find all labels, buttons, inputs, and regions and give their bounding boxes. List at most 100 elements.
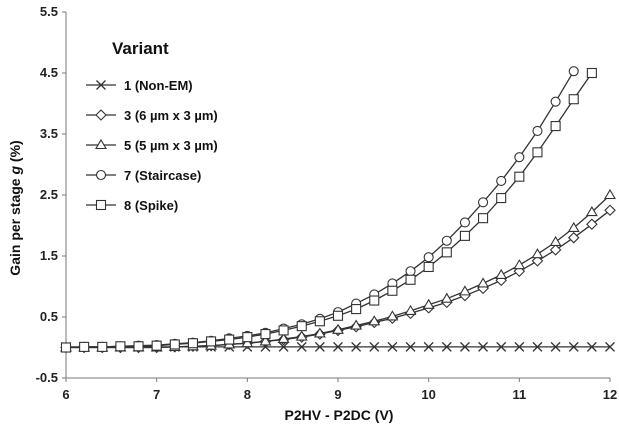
data-point	[405, 266, 416, 277]
data-point	[549, 235, 562, 247]
data-point	[351, 341, 362, 352]
data-point	[514, 152, 525, 163]
data-point	[224, 334, 235, 345]
data-point	[532, 147, 543, 158]
x-tick-label: 9	[334, 387, 341, 402]
data-point	[514, 341, 525, 352]
x-tick-label: 6	[62, 387, 69, 402]
x-tick-label: 7	[153, 387, 160, 402]
plot-area	[65, 12, 610, 379]
data-point	[242, 332, 253, 343]
data-point	[441, 247, 452, 258]
data-point	[278, 325, 289, 336]
legend-marker	[95, 138, 107, 150]
data-point	[441, 341, 452, 352]
y-tick-label: -0.5	[36, 370, 58, 385]
x-tick-label: 11	[512, 387, 526, 402]
data-point	[459, 217, 470, 228]
data-point	[585, 205, 598, 217]
data-point	[206, 336, 217, 347]
y-tick-label: 0.5	[40, 309, 58, 324]
legend-item: 8 (Spike)	[86, 198, 178, 213]
data-point	[586, 67, 597, 79]
data-point	[459, 230, 470, 241]
data-point	[333, 341, 343, 352]
data-point	[313, 327, 326, 338]
legend-item: 1 (Non-EM)	[86, 78, 193, 93]
data-point	[477, 277, 490, 288]
x-tick-label: 10	[421, 387, 435, 402]
data-point	[513, 259, 526, 270]
data-point	[478, 197, 489, 208]
series-3	[60, 188, 616, 352]
data-point	[586, 218, 598, 231]
data-point	[369, 341, 380, 352]
data-point	[151, 340, 162, 351]
data-point	[169, 339, 180, 350]
data-point	[441, 235, 452, 246]
data-point	[568, 341, 579, 352]
data-point	[387, 285, 398, 296]
data-point	[423, 261, 434, 273]
legend-marker	[95, 199, 107, 211]
data-point	[259, 335, 272, 346]
series-layer	[60, 66, 616, 354]
data-point	[549, 244, 562, 256]
x-axis-ticks: 6 7 8 9 10 11 12	[62, 378, 617, 402]
legend-label: 8 (Spike)	[124, 198, 178, 213]
y-tick-label: 4.5	[40, 65, 58, 80]
legend-item: 3 (6 µm x 3 µm)	[86, 108, 218, 123]
data-point	[478, 213, 489, 224]
data-point	[496, 193, 507, 204]
data-point	[60, 342, 72, 353]
series-5	[60, 67, 597, 353]
data-point	[350, 319, 363, 330]
data-point	[550, 96, 561, 107]
data-point	[495, 268, 508, 279]
data-point	[604, 204, 616, 217]
data-point	[241, 337, 254, 348]
data-point	[586, 341, 597, 352]
legend-marker	[95, 169, 107, 181]
legend-label: 3 (6 µm x 3 µm)	[124, 108, 218, 123]
x-tick-label: 8	[244, 387, 251, 402]
legend-label: 1 (Non-EM)	[124, 78, 193, 93]
data-point	[332, 310, 344, 321]
data-point	[278, 341, 289, 352]
legend-item: 7 (Staircase)	[86, 168, 201, 183]
legend-label: 7 (Staircase)	[124, 168, 201, 183]
data-point	[531, 255, 544, 267]
y-tick-label: 1.5	[40, 248, 58, 263]
legend: Variant 1 (Non-EM) 3 (6 µm x 3 µm) 5 (5 µm…	[86, 39, 218, 213]
data-point	[423, 341, 434, 352]
x-tick-label: 12	[603, 387, 617, 402]
data-point	[532, 341, 543, 352]
legend-marker	[95, 109, 107, 121]
data-point	[405, 341, 416, 352]
legend-marker	[96, 80, 106, 90]
data-point	[458, 285, 471, 296]
data-point	[296, 321, 307, 332]
data-point	[332, 323, 344, 334]
data-point	[550, 341, 561, 352]
data-point	[314, 341, 325, 352]
data-point	[368, 315, 381, 326]
data-point	[531, 248, 544, 259]
data-point	[496, 341, 507, 352]
data-point	[404, 304, 417, 315]
data-point	[351, 304, 362, 315]
data-point	[459, 341, 470, 352]
y-axis-title: Gain per stage g (%)	[7, 140, 23, 275]
legend-label: 5 (5 µm x 3 µm)	[124, 138, 218, 153]
data-point	[568, 94, 579, 105]
data-point	[550, 121, 561, 132]
data-point	[369, 295, 380, 306]
data-point	[97, 341, 108, 352]
data-point	[115, 341, 126, 352]
data-point	[567, 221, 580, 232]
data-point	[314, 316, 325, 327]
data-point	[478, 341, 489, 352]
y-axis-ticks: -0.5 0.5 1.5 2.5 3.5 4.5 5.5	[36, 4, 66, 385]
data-point	[567, 231, 580, 244]
